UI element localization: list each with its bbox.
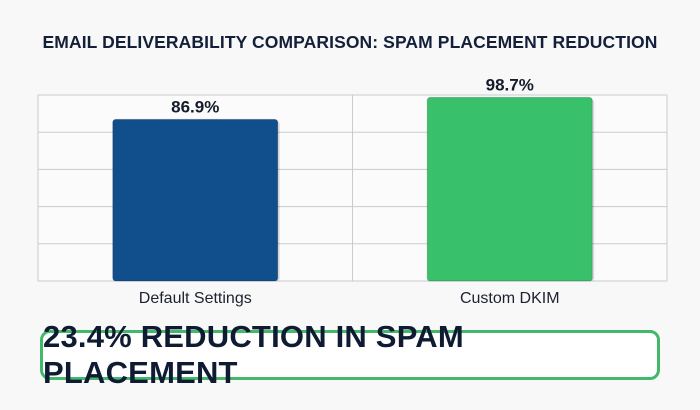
- reduction-callout: 23.4% REDUCTION IN SPAM PLACEMENT: [40, 319, 660, 390]
- value-label: 98.7%: [486, 75, 534, 94]
- chart-title: EMAIL DELIVERABILITY COMPARISON: SPAM PL…: [42, 32, 658, 52]
- value-label: 86.9%: [171, 97, 219, 116]
- bar-chart: 86.9% Default Settings 98.7% Custom DKIM: [37, 75, 668, 307]
- category-label: Custom DKIM: [460, 290, 560, 307]
- category-label: Default Settings: [139, 290, 252, 307]
- bar-default-settings: [112, 118, 279, 282]
- reduction-callout-text: 23.4% REDUCTION IN SPAM PLACEMENT: [43, 319, 464, 390]
- bar-custom-dkim: [426, 96, 593, 282]
